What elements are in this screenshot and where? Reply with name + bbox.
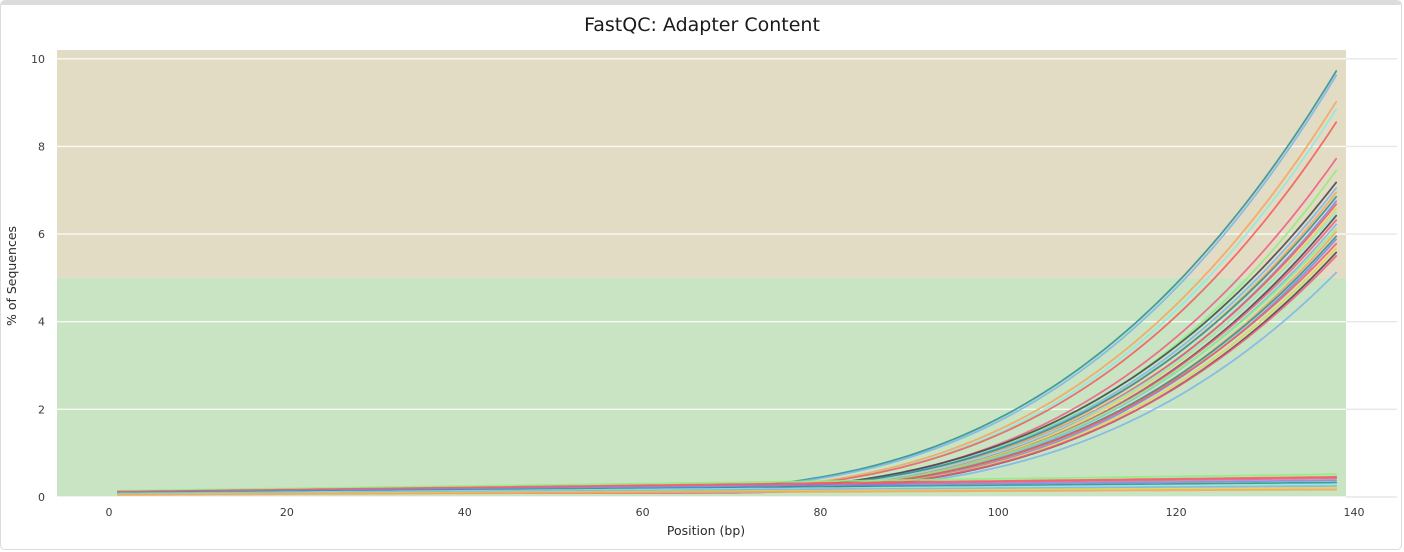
x-tick-label: 60	[636, 506, 650, 519]
y-tick-label: 4	[38, 316, 45, 329]
band-pass-zone	[57, 277, 1346, 497]
y-tick-label: 2	[38, 403, 45, 416]
x-tick-label: 20	[280, 506, 294, 519]
gridlines	[57, 58, 1397, 498]
x-tick-label: 120	[1166, 506, 1187, 519]
x-tick-label: 100	[988, 506, 1009, 519]
x-tick-label: 0	[106, 506, 113, 519]
x-tick-label: 140	[1344, 506, 1365, 519]
y-axis-title: % of Sequences	[4, 226, 19, 326]
card-top-divider	[1, 1, 1401, 5]
y-tick-label: 8	[38, 140, 45, 153]
sample-line[interactable]	[117, 473, 1338, 492]
x-axis-title: Position (bp)	[667, 523, 745, 538]
y-tick-label: 0	[38, 491, 45, 504]
x-axis-tick-labels: 0 20 40 60 80 100 120 140	[106, 506, 1365, 519]
status-bands	[57, 50, 1346, 497]
band-warn-zone	[57, 50, 1346, 278]
sample-line[interactable]	[117, 488, 1338, 496]
y-tick-label: 6	[38, 228, 45, 241]
x-tick-label: 80	[813, 506, 827, 519]
chart-title: FastQC: Adapter Content	[584, 14, 820, 36]
series-lines	[117, 70, 1338, 496]
y-tick-label: 10	[31, 53, 45, 66]
x-tick-label: 40	[458, 506, 472, 519]
y-axis-tick-labels: 0 2 4 6 8 10	[31, 53, 45, 504]
